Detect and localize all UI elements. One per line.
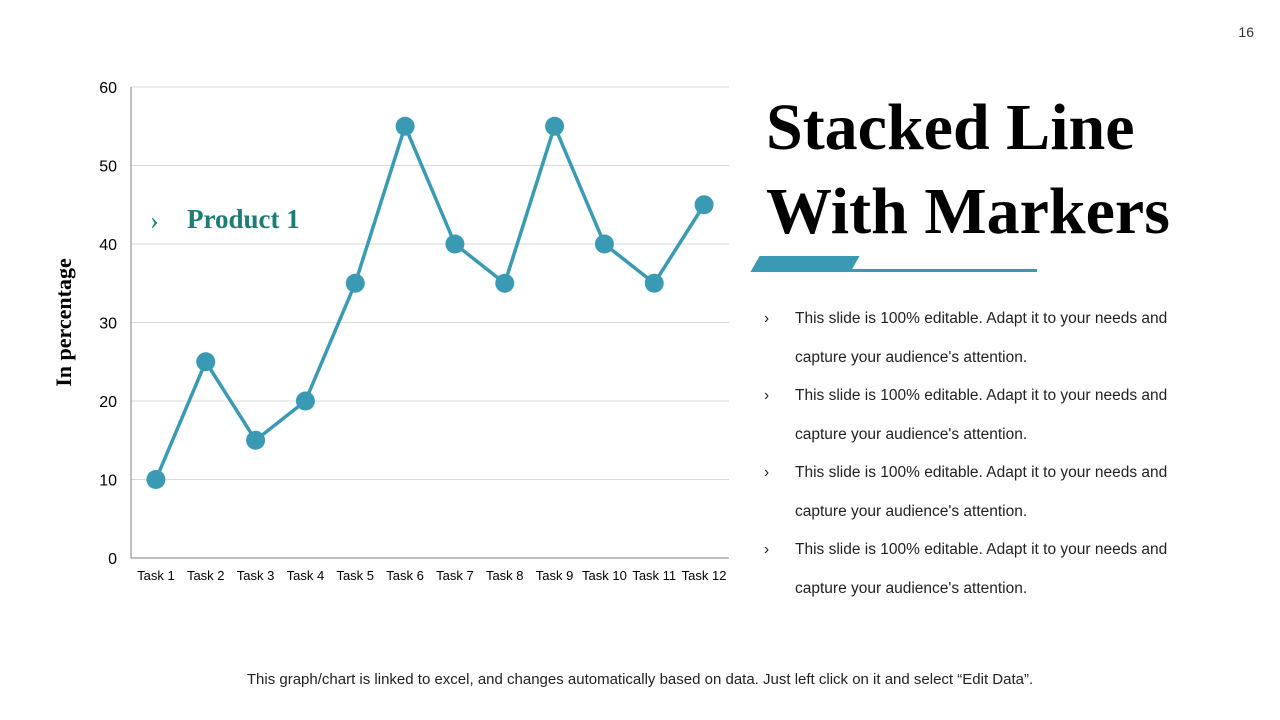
chevron-right-icon: › bbox=[764, 464, 770, 481]
series-line bbox=[154, 124, 706, 482]
data-point bbox=[395, 116, 415, 136]
bullet-text: This slide is 100% editable. Adapt it to… bbox=[795, 464, 1168, 520]
data-point bbox=[445, 234, 465, 254]
x-tick-label: Task 5 bbox=[336, 568, 374, 583]
page-number: 16 bbox=[1238, 24, 1254, 40]
x-tick-label: Task 1 bbox=[137, 568, 175, 583]
data-point bbox=[545, 116, 565, 136]
bullet-list: › This slide is 100% editable. Adapt it t… bbox=[760, 300, 1200, 608]
y-tick-label: 30 bbox=[99, 316, 117, 333]
legend-chevron-icon: › bbox=[150, 206, 159, 235]
bullet-item: › This slide is 100% editable. Adapt it t… bbox=[760, 377, 1200, 454]
chevron-right-icon: › bbox=[764, 541, 770, 558]
data-point bbox=[345, 273, 365, 293]
bullet-text: This slide is 100% editable. Adapt it to… bbox=[795, 387, 1168, 443]
bullet-text: This slide is 100% editable. Adapt it to… bbox=[795, 541, 1168, 597]
data-point bbox=[644, 273, 664, 293]
y-tick-label: 0 bbox=[108, 551, 117, 568]
bullet-item: › This slide is 100% editable. Adapt it t… bbox=[760, 300, 1200, 377]
x-tick-label: Task 9 bbox=[536, 568, 574, 583]
footnote: This graph/chart is linked to excel, and… bbox=[246, 671, 1034, 688]
chevron-right-icon: › bbox=[764, 310, 770, 327]
y-tick-label: 40 bbox=[99, 237, 117, 254]
x-tick-label: Task 4 bbox=[287, 568, 325, 583]
x-tick-label: Task 6 bbox=[386, 568, 424, 583]
x-tick-label: Task 10 bbox=[582, 568, 627, 583]
x-tick-label: Task 2 bbox=[187, 568, 225, 583]
title-line-1: Stacked Line bbox=[766, 91, 1135, 164]
data-point bbox=[295, 391, 315, 411]
y-tick-label: 20 bbox=[99, 394, 117, 411]
data-point bbox=[246, 430, 266, 450]
data-point bbox=[146, 470, 166, 489]
x-tick-label: Task 7 bbox=[436, 568, 474, 583]
bullet-item: › This slide is 100% editable. Adapt it t… bbox=[760, 531, 1200, 608]
data-point bbox=[495, 273, 515, 293]
y-tick-label: 50 bbox=[99, 159, 117, 176]
x-tick-label: Task 3 bbox=[237, 568, 275, 583]
y-tick-label: 10 bbox=[99, 473, 117, 490]
data-point bbox=[694, 195, 714, 215]
chevron-right-icon: › bbox=[764, 387, 770, 404]
data-point bbox=[196, 352, 216, 372]
bullet-text: This slide is 100% editable. Adapt it to… bbox=[795, 310, 1168, 366]
y-tick-label: 60 bbox=[99, 80, 117, 97]
x-tick-label: Task 8 bbox=[486, 568, 524, 583]
x-tick-label: Task 11 bbox=[632, 568, 676, 583]
title-line-2: With Markers bbox=[766, 175, 1170, 248]
data-point bbox=[594, 234, 614, 254]
bullet-item: › This slide is 100% editable. Adapt it t… bbox=[760, 454, 1200, 531]
y-axis-label: In percentage bbox=[51, 258, 76, 387]
title-accent-line bbox=[760, 269, 1037, 272]
legend-label: Product 1 bbox=[187, 204, 300, 234]
line-chart: 0 10 20 30 40 50 60 Task 1 Task 2 Task 3 Task 4 Tas… bbox=[51, 80, 729, 583]
slide-title: Stacked Line With Markers bbox=[766, 86, 1246, 254]
x-tick-label: Task 12 bbox=[682, 568, 727, 583]
